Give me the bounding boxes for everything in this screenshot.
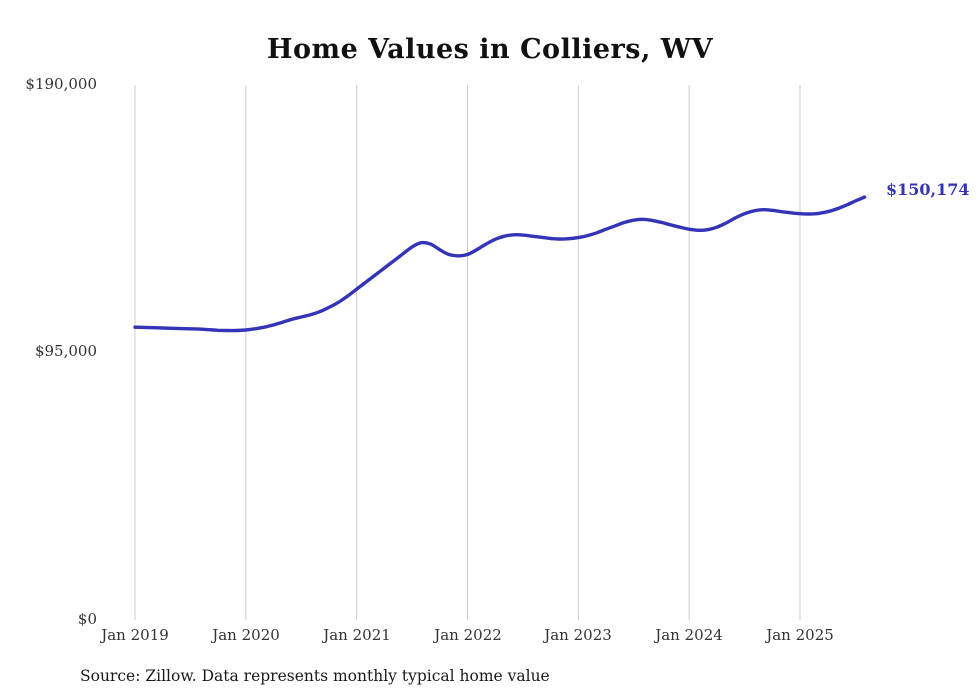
x-tick-label-jan-2023: Jan 2023 [544,626,612,644]
x-tick-label-jan-2019: Jan 2019 [101,626,169,644]
chart-title: Home Values in Colliers, WV [266,34,714,65]
source-note: Source: Zillow. Data represents monthly … [80,667,550,685]
current-value-label: $150,174 [886,180,970,199]
x-tick-label-jan-2021: Jan 2021 [323,626,391,644]
x-tick-label-jan-2020: Jan 2020 [212,626,280,644]
x-tick-label-jan-2022: Jan 2022 [434,626,502,644]
x-tick-label-jan-2024: Jan 2024 [655,626,723,644]
y-axis-label-top: $190,000 [25,75,97,93]
value-line [133,195,867,333]
y-axis-label-zero: $0 [77,610,97,628]
x-tick-label-jan-2025: Jan 2025 [766,626,834,644]
y-axis-label-mid: $95,000 [34,342,97,360]
